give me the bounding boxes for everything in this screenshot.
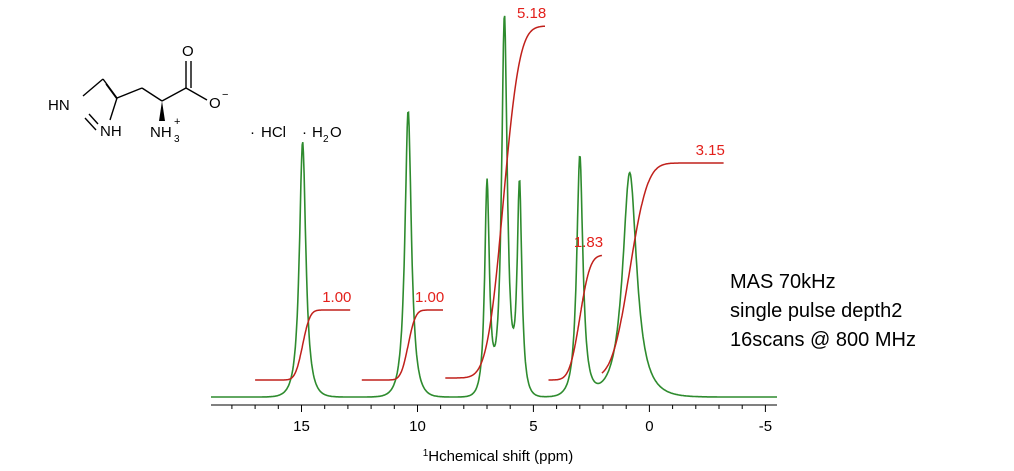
water-subscript: 2: [323, 134, 329, 145]
integral-label: 3.15: [696, 142, 725, 159]
acquisition-note-line-3: 16scans @ 800 MHz: [730, 329, 916, 351]
x-axis: 15 10 5 0 -5: [211, 404, 777, 435]
x-axis-tick-label: 10: [409, 418, 426, 435]
atom-nh3: NH: [150, 124, 172, 141]
integral-label: 1.00: [415, 289, 444, 306]
salt-hcl: HCl: [261, 124, 286, 141]
integral-curve: [548, 254, 603, 381]
chemical-structure: HN NH O O − NH 3 + · HCl · H 2 O: [48, 43, 342, 145]
integral-curve: [601, 162, 724, 374]
x-axis-tick-label: 15: [293, 418, 310, 435]
integral-label: 1.83: [574, 234, 603, 251]
integral-label: 5.18: [517, 5, 546, 22]
salt-dot-1: ·: [250, 124, 255, 141]
integral-layer: 1.00 1.00 5.18 1.83 3.15: [255, 5, 725, 381]
x-axis-tick-label: 0: [645, 418, 653, 435]
water-o: O: [330, 124, 342, 141]
atom-o-charge: −: [222, 89, 228, 101]
x-axis-title-nucleus: H: [428, 448, 439, 465]
x-axis-title-text: chemical shift (ppm): [439, 448, 573, 465]
atom-hn: HN: [48, 97, 70, 114]
atom-o-carbonyl: O: [182, 43, 194, 60]
atom-nh: NH: [100, 123, 122, 140]
atom-o-carboxylate: O: [209, 95, 221, 112]
x-axis-tick-label: -5: [759, 418, 772, 435]
acquisition-note-line-1: MAS 70kHz: [730, 271, 836, 293]
integral-curve: [255, 309, 351, 381]
x-axis-tick-label: 5: [529, 418, 537, 435]
acquisition-note-line-2: single pulse depth2: [730, 300, 903, 322]
salt-dot-2: ·: [302, 124, 307, 141]
spectrum-line: [211, 15, 777, 398]
x-axis-title-superscript: 1: [423, 448, 429, 459]
water-h: H: [312, 124, 323, 141]
atom-nh3-charge: +: [174, 116, 180, 128]
integral-label: 1.00: [322, 289, 351, 306]
integral-curve: [445, 25, 545, 379]
x-axis-title: 1Hchemical shift (ppm): [423, 448, 574, 466]
integral-curve: [361, 309, 443, 381]
spectrum-layer: [211, 15, 777, 398]
atom-nh3-subscript: 3: [174, 134, 180, 145]
